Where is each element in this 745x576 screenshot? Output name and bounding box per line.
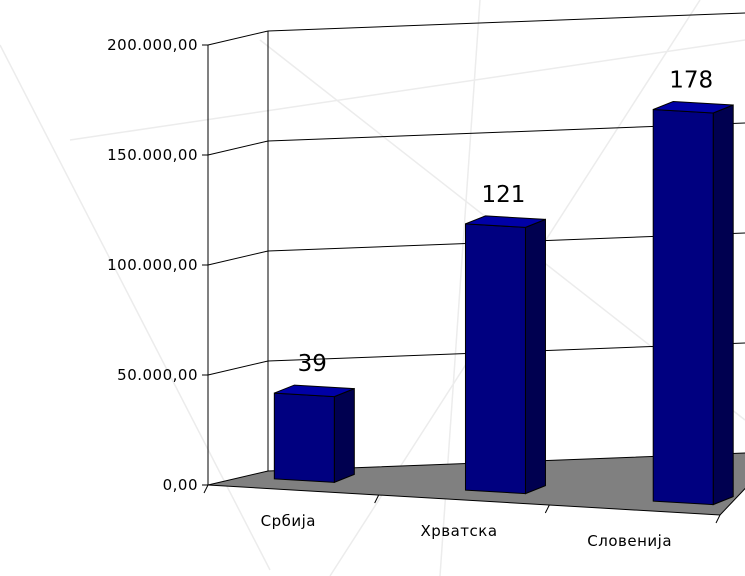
background-ray-1 xyxy=(0,44,271,571)
labels: 39 Србија 121 Хрватска 178 Словенија xyxy=(261,67,713,550)
x-tick-0 xyxy=(203,484,209,494)
gridline-side-3 xyxy=(207,140,269,156)
bar-front xyxy=(273,392,335,483)
y-tick-label: 150.000,00 xyxy=(107,146,198,164)
y-tick-label: 0,00 xyxy=(163,476,198,494)
bar-top xyxy=(653,100,734,114)
bar-front xyxy=(652,108,714,506)
x-tick-1 xyxy=(374,494,380,504)
y-axis: 0,00 50.000,00 100.000,00 150.000,00 200.000… xyxy=(107,36,721,524)
gridline-side-2 xyxy=(207,250,269,266)
data-label: 178 xyxy=(669,67,713,93)
background-ray-3 xyxy=(69,39,745,141)
bar-2 xyxy=(464,215,546,495)
x-tick-3 xyxy=(715,514,721,524)
category-label: Хрватска xyxy=(420,522,497,540)
gridline-back-4 xyxy=(267,12,745,32)
y-tick-label: 50.000,00 xyxy=(117,366,198,384)
category-label: Србија xyxy=(261,512,316,530)
y-tick-label: 200.000,00 xyxy=(107,36,198,54)
bars xyxy=(273,100,734,506)
bar-top xyxy=(465,215,546,228)
x-tick-2 xyxy=(544,504,550,514)
bar-3 xyxy=(652,100,734,506)
data-label: 39 xyxy=(298,351,327,377)
bar-side xyxy=(333,387,355,484)
bar-front xyxy=(464,223,526,495)
bar-side xyxy=(524,218,546,495)
bar-1 xyxy=(273,384,355,484)
gridline-side-4 xyxy=(207,30,269,46)
y-tick-label: 100.000,00 xyxy=(107,256,198,274)
category-label: Словенија xyxy=(587,532,672,550)
data-label: 121 xyxy=(482,182,526,208)
gridline-side-1 xyxy=(207,360,269,376)
bar-side xyxy=(712,104,734,506)
bar-top xyxy=(274,384,355,398)
